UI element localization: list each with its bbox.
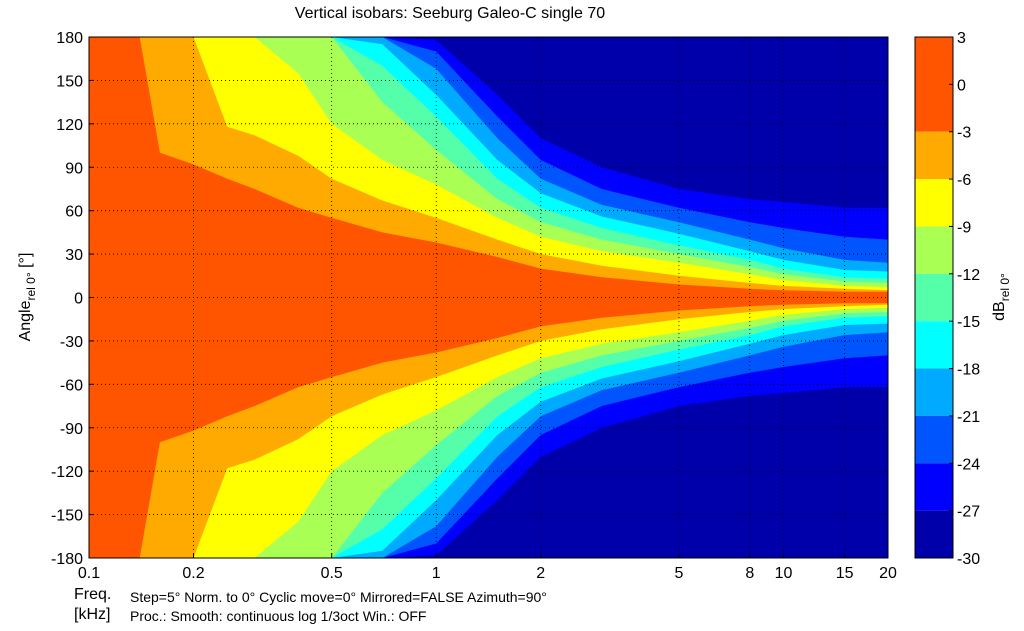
- y-tick-label: 0: [74, 291, 83, 308]
- x-tick-label: 0.2: [182, 565, 204, 582]
- colorbar-tick-label: 3: [957, 30, 966, 47]
- y-axis-label: Anglerel 0° [°]: [17, 253, 38, 342]
- colorbar-swatch: [915, 415, 953, 464]
- colorbar-tick-label: -12: [957, 267, 980, 284]
- chart-title: Vertical isobars: Seeburg Galeo-C single…: [295, 5, 605, 22]
- colorbar-tick-label: -3: [957, 125, 971, 142]
- x-axis-label: Freq.: [74, 586, 112, 603]
- x-axis-unit: [kHz]: [74, 606, 111, 623]
- colorbar-tick-label: -21: [957, 409, 980, 426]
- x-tick-label: 0.5: [321, 565, 343, 582]
- colorbar-tick-label: -9: [957, 219, 971, 236]
- y-tick-label: 30: [65, 247, 83, 264]
- colorbar-swatch: [915, 321, 953, 369]
- colorbar-tick-label: -24: [957, 456, 980, 473]
- x-tick-label: 5: [674, 565, 683, 582]
- colorbar-frame: [914, 36, 954, 559]
- x-tick-label: 20: [879, 565, 897, 582]
- contour-bands: [89, 37, 888, 558]
- settings-line: Step=5° Norm. to 0° Cyclic move=0° Mirro…: [130, 589, 547, 605]
- x-tick-label: 8: [745, 565, 754, 582]
- y-tick-label: 90: [65, 160, 83, 177]
- colorbar: [914, 36, 954, 559]
- x-tick-label: 2: [536, 565, 545, 582]
- colorbar-swatch: [915, 368, 953, 416]
- colorbar-axis: 3 0 -3 -6 -9 -12 -15 -18 -21 -24 -27 -30: [949, 30, 980, 568]
- y-axis: 180 150 120 90 60 30 0 -30 -60 -90 -120 -150 -180: [51, 30, 94, 568]
- colorbar-swatch: [915, 131, 953, 180]
- x-tick-label: 0.1: [78, 565, 100, 582]
- colorbar-label: dBrel 0°: [991, 273, 1012, 321]
- colorbar-tick-label: -30: [957, 551, 980, 568]
- colorbar-swatch: [915, 463, 953, 511]
- x-tick-label: 1: [432, 565, 441, 582]
- colorbar-tick-label: 0: [957, 77, 966, 94]
- contour-band-minus3-db: [89, 37, 888, 558]
- colorbar-tick-label: -18: [957, 362, 980, 379]
- colorbar-swatch: [915, 226, 953, 274]
- colorbar-swatch: [915, 179, 953, 227]
- x-axis: 0.1 0.2 0.5 1 2 5 8 10 15 20: [78, 553, 897, 582]
- y-tick-label: -180: [51, 551, 83, 568]
- y-tick-label: -60: [60, 377, 83, 394]
- y-tick-label: -150: [51, 508, 83, 525]
- y-tick-label: 120: [56, 117, 83, 134]
- y-tick-label: 60: [65, 204, 83, 221]
- y-tick-label: 180: [56, 30, 83, 47]
- processing-line: Proc.: Smooth: continuous log 1/3oct Win…: [130, 608, 427, 624]
- colorbar-tick-label: -15: [957, 314, 980, 331]
- grid: [89, 37, 888, 558]
- colorbar-swatch: [915, 510, 953, 558]
- y-tick-label: -120: [51, 464, 83, 481]
- x-tick-label: 10: [775, 565, 793, 582]
- y-tick-label: 150: [56, 73, 83, 90]
- colorbar-tick-label: -27: [957, 504, 980, 521]
- x-tick-label: 15: [836, 565, 854, 582]
- y-tick-label: -90: [60, 421, 83, 438]
- plot-area: [89, 37, 888, 558]
- colorbar-tick-label: -6: [957, 172, 971, 189]
- colorbar-swatch: [915, 37, 953, 132]
- colorbar-swatch: [915, 273, 953, 322]
- y-tick-label: -30: [60, 334, 83, 351]
